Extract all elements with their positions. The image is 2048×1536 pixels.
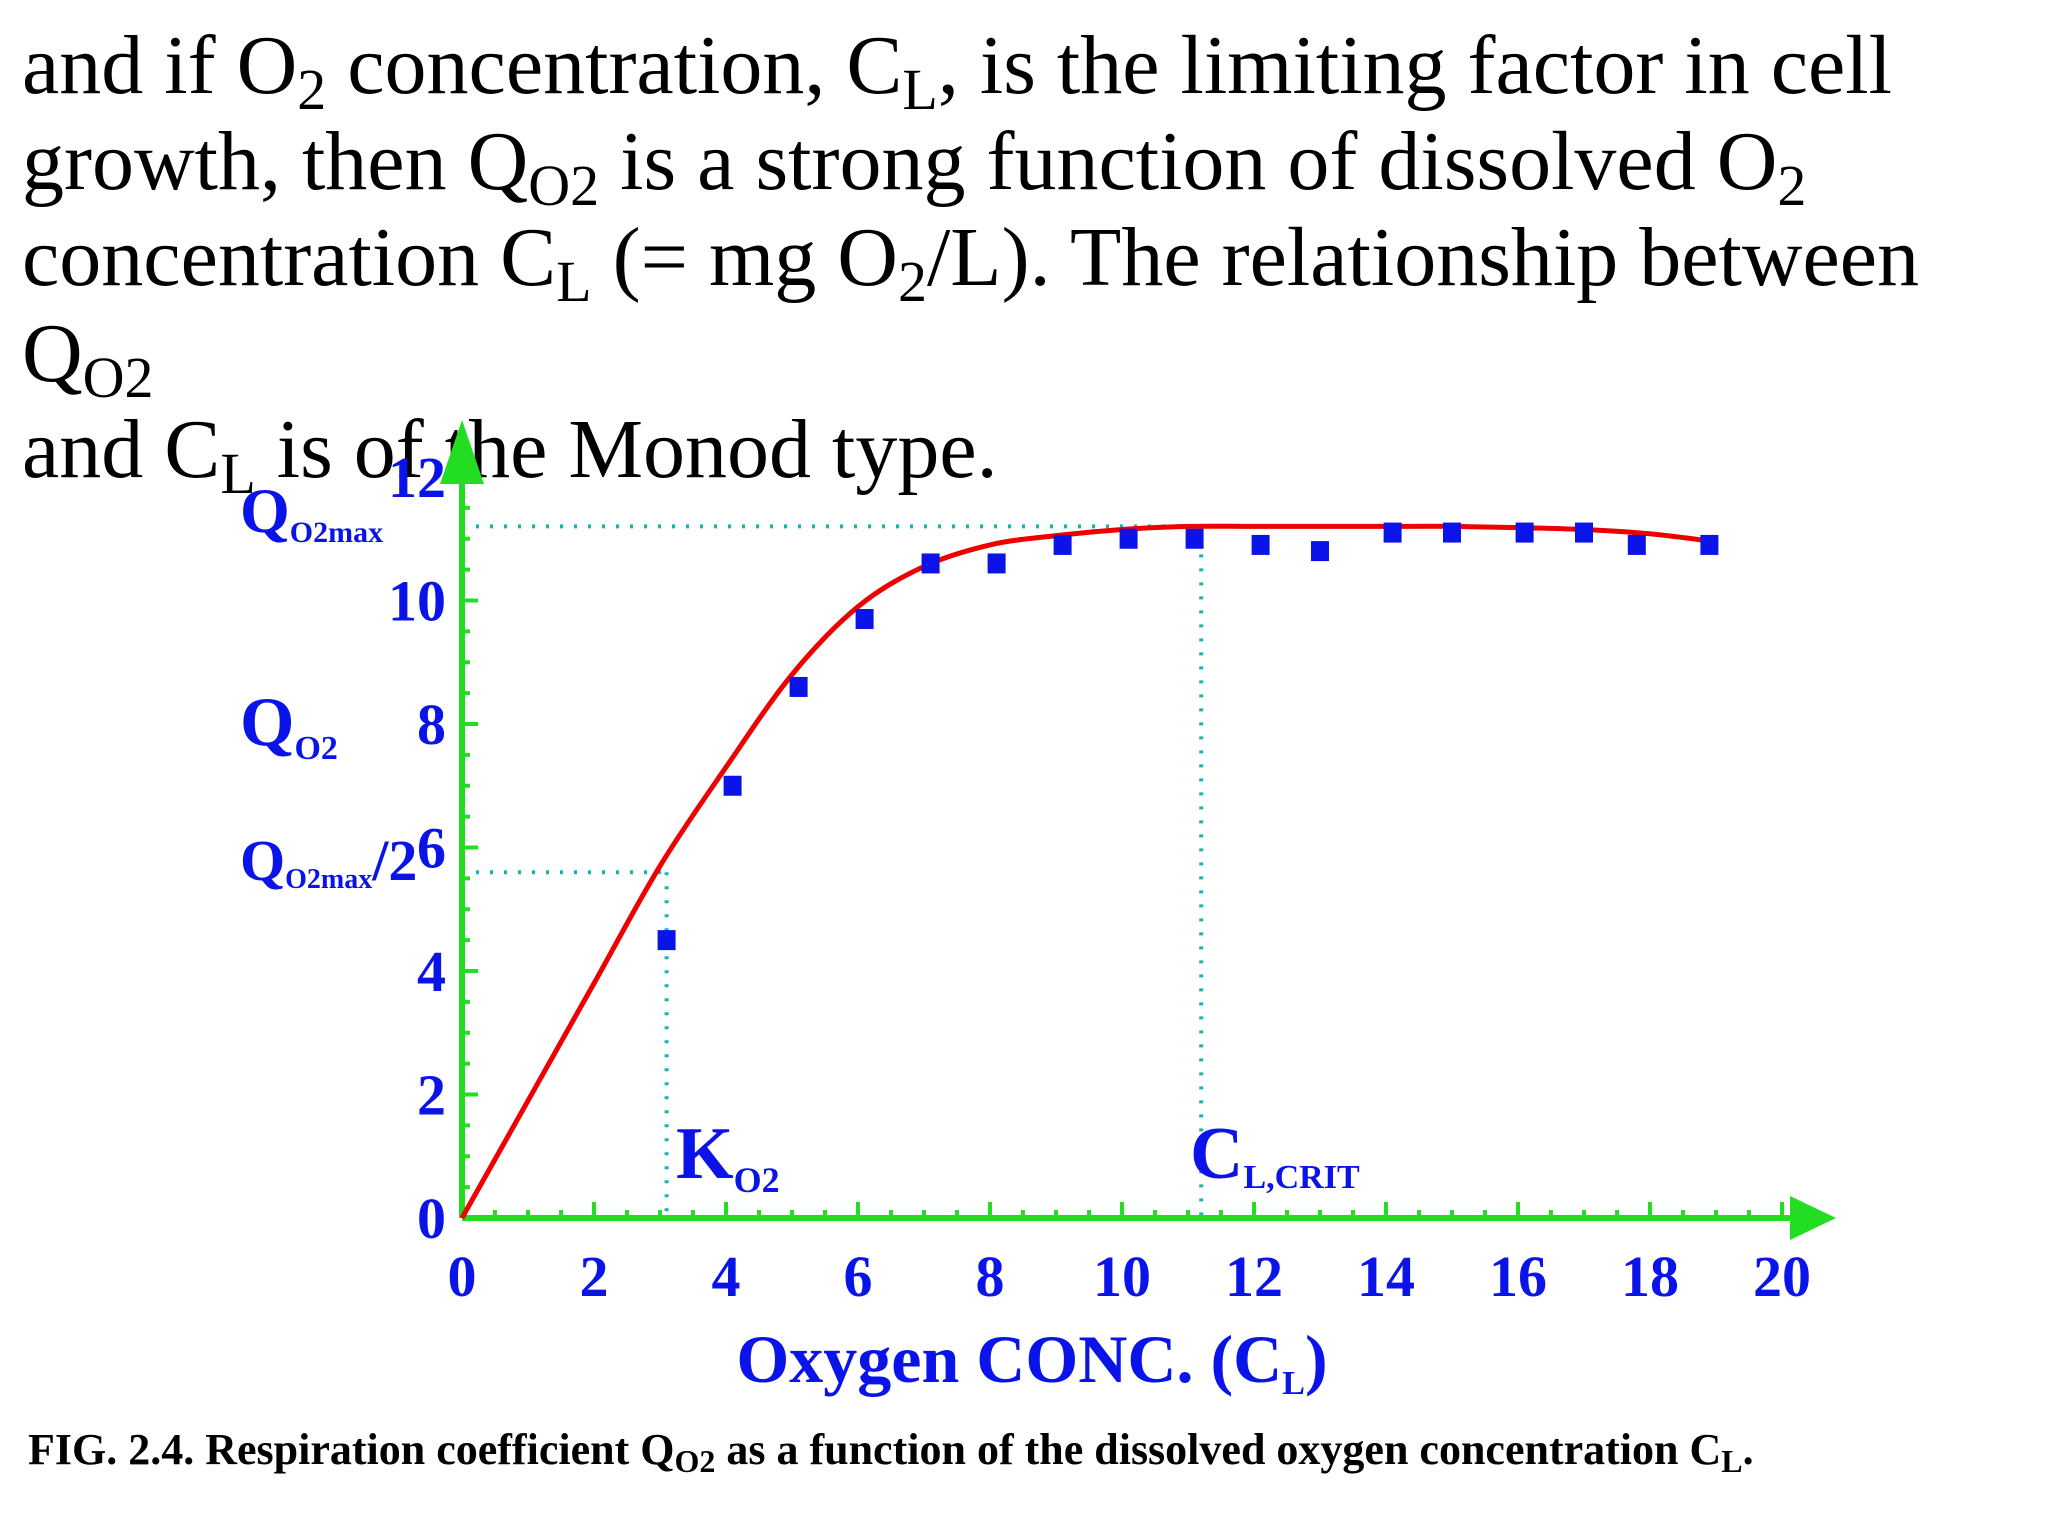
y-tick-label: 2 (417, 1063, 446, 1128)
y-tick-label: 10 (388, 569, 446, 634)
qmax-label: QO2max (240, 475, 383, 549)
guide-lines (462, 524, 1204, 1218)
qhalf-label-div: / (371, 828, 389, 893)
data-point (921, 553, 940, 574)
data-point (1311, 541, 1329, 562)
intro-text: is of the Monod type. (255, 403, 998, 496)
x-axis-label-end: ) (1305, 1321, 1328, 1397)
intro-text: is a strong function of dissolved O (599, 115, 1778, 208)
x-axis-label-main: Oxygen CONC. (C (736, 1321, 1282, 1397)
data-point (1185, 528, 1204, 549)
intro-text: concentration C (22, 211, 557, 304)
caption-text: as a function of the dissolved oxygen co… (715, 1425, 1722, 1474)
monod-curve (459, 523, 1717, 1220)
x-tick-label: 10 (1093, 1244, 1151, 1309)
subscript: O2 (82, 345, 154, 411)
qhalf-label: QO2max/2 (240, 828, 417, 895)
x-tick-label: 4 (712, 1244, 741, 1309)
y-tick-label: 4 (417, 939, 446, 1004)
subscript: 2 (1777, 153, 1807, 219)
data-point (1515, 522, 1534, 543)
subscript: L (220, 441, 256, 507)
subscript: O2 (528, 153, 600, 219)
intro-text: , is the limiting factor in cell (937, 19, 1892, 112)
y-axis-label-sub: O2 (294, 730, 337, 767)
y-tick-label: 0 (417, 1186, 446, 1251)
intro-text: and if O (22, 19, 298, 112)
data-point (1053, 534, 1072, 555)
data-point (987, 553, 1006, 574)
data-point (1251, 534, 1270, 555)
y-tick-label: 12 (388, 445, 446, 510)
qmax-label-sub: O2max (290, 516, 383, 549)
x-axis-arrow (1790, 1196, 1836, 1240)
subscript: L (902, 57, 938, 123)
figure-caption: FIG. 2.4. Respiration coefficient QO2 as… (28, 1424, 2018, 1479)
ccrit-label: CL,CRIT (1190, 1113, 1360, 1196)
x-ticks: 0 2 4 6 8 10 12 14 16 18 20 (448, 1202, 1811, 1309)
intro-text: concentration, C (326, 19, 903, 112)
k-label-main: K (676, 1113, 734, 1195)
caption-text: . (1742, 1425, 1754, 1474)
data-point (1575, 522, 1593, 543)
x-tick-label: 6 (844, 1244, 873, 1309)
data-point (657, 930, 676, 951)
ccrit-label-main: C (1190, 1113, 1243, 1195)
qhalf-label-main: Q (240, 828, 285, 893)
intro-text: (= mg O (591, 211, 898, 304)
y-tick-label: 8 (417, 692, 446, 757)
intro-text: /L). The relationship between Q (22, 211, 1920, 400)
x-tick-label: 2 (580, 1244, 609, 1309)
data-points (657, 522, 1719, 951)
subscript: 2 (297, 57, 327, 123)
qhalf-label-sub: O2max (285, 864, 372, 895)
data-point (1700, 534, 1719, 555)
x-axis-label-sub: L (1282, 1365, 1305, 1402)
axes (440, 420, 1836, 1240)
x-tick-label: 20 (1753, 1244, 1811, 1309)
k-label-sub: O2 (734, 1160, 780, 1200)
caption-text: FIG. 2.4. Respiration coefficient Q (28, 1425, 675, 1474)
y-axis-arrow (440, 420, 484, 484)
x-tick-label: 0 (448, 1244, 477, 1309)
x-tick-label: 8 (976, 1244, 1005, 1309)
data-point (1627, 534, 1646, 555)
y-tick-label: 6 (417, 816, 446, 881)
monod-curve-group (459, 523, 1717, 1220)
data-point (855, 609, 874, 630)
x-tick-label: 18 (1621, 1244, 1679, 1309)
data-point (723, 775, 742, 796)
y-axis-label-main: Q (240, 684, 294, 761)
subscript: L (556, 249, 592, 315)
subscript: O2 (674, 1443, 716, 1479)
x-tick-label: 14 (1357, 1244, 1415, 1309)
x-axis-label: Oxygen CONC. (CL) (736, 1321, 1327, 1402)
intro-text: growth, then Q (22, 115, 529, 208)
data-point (1383, 522, 1402, 543)
data-point (1443, 522, 1461, 543)
k-label: KO2 (676, 1113, 780, 1200)
data-point (789, 676, 808, 697)
qhalf-label-divisor: 2 (388, 828, 417, 893)
ccrit-label-sub: L,CRIT (1243, 1159, 1360, 1196)
data-point (1119, 528, 1138, 549)
intro-text: and C (22, 403, 221, 496)
x-tick-label: 16 (1489, 1244, 1547, 1309)
subscript: L (1721, 1443, 1743, 1479)
qmax-label-main: Q (240, 475, 290, 546)
subscript: 2 (897, 249, 927, 315)
x-tick-label: 12 (1225, 1244, 1283, 1309)
y-axis-label: QO2 (240, 684, 338, 767)
intro-paragraph: and if O2 concentration, CL, is the limi… (22, 18, 2032, 503)
